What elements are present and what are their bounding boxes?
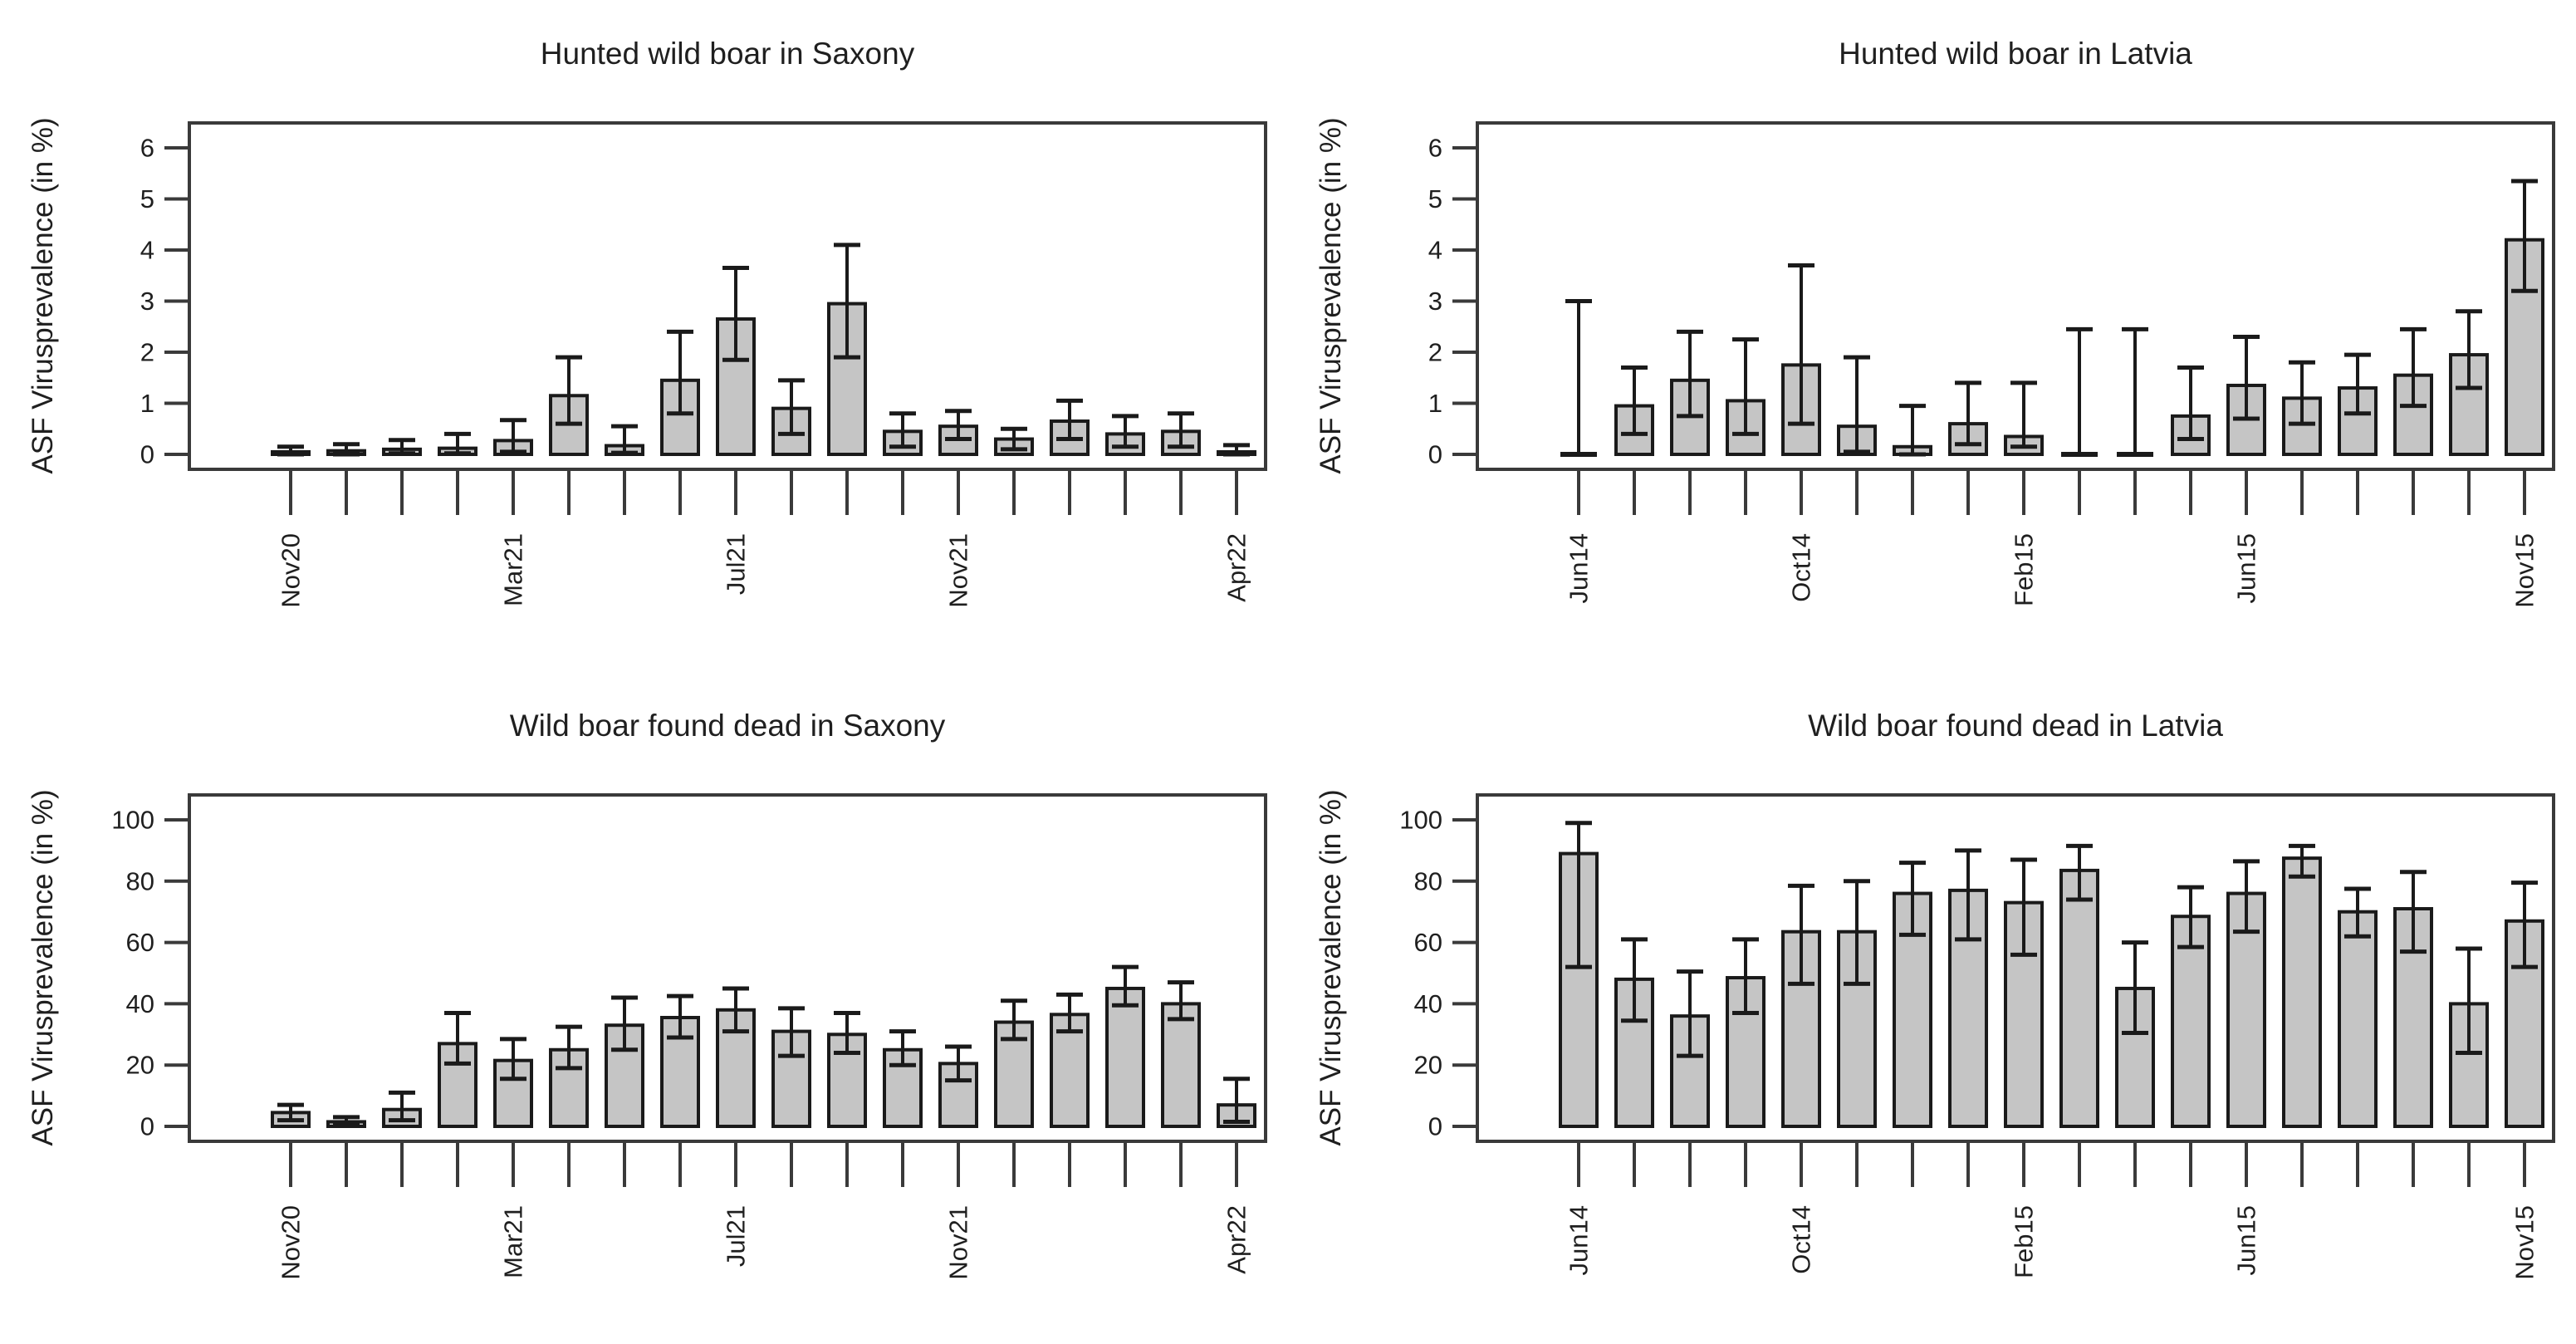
y-tick-label: 20 [1414,1051,1442,1080]
bar [2282,856,2322,1128]
y-tick-label: 80 [1414,866,1442,895]
x-tick-label: Nov21 [944,533,973,608]
y-tick-label: 3 [140,287,154,316]
panel-dead-latvia: Wild boar found dead in Latvia ASF Virus… [1288,672,2576,1344]
x-tick-label: Jun14 [1565,1205,1594,1275]
x-tick-label: Mar21 [499,533,528,606]
panel-hunted-latvia: Hunted wild boar in Latvia ASF Virusprev… [1288,0,2576,672]
x-tick-label: Apr22 [1222,1205,1251,1274]
x-tick-label: Jun15 [2232,533,2261,603]
bar-chart: 0 20 40 60 80 100 Jun14 Oct14 Feb15 Jun15 Nov15 [1399,793,2555,1280]
y-tick-label: 2 [140,338,154,367]
bar-chart: 0 1 2 3 4 5 6 Nov20 Mar21 Jul21 Nov21 Apr22 [140,121,1267,608]
plot-box [188,121,1267,471]
panel-title: Wild boar found dead in Latvia [1808,709,2223,743]
bar [1105,986,1145,1129]
panel-title: Hunted wild boar in Saxony [540,37,915,71]
x-tick-label: Oct14 [1787,1205,1816,1274]
bar [2393,373,2433,456]
x-tick-label: Jul21 [722,533,751,595]
panel-hunted-saxony: Hunted wild boar in Saxony ASF Virusprev… [0,0,1288,672]
x-tick-label: Mar21 [499,1205,528,1278]
plot-box [1476,121,2555,471]
x-tick-label: Nov15 [2510,533,2539,608]
x-tick-label: Nov20 [277,1205,306,1280]
x-tick-label: Jun15 [2232,1205,2261,1275]
y-tick-label: 100 [111,806,154,835]
y-tick-label: 1 [140,389,154,418]
y-tick-label: 0 [1428,440,1442,469]
y-tick-label: 100 [1399,806,1442,835]
y-tick-label: 4 [1428,236,1442,265]
x-tick-label: Nov21 [944,1205,973,1280]
plot-box [1476,793,2555,1143]
y-tick-label: 1 [1428,389,1442,418]
y-tick-label: 6 [140,134,154,163]
y-tick-label: 4 [140,236,154,265]
x-tick-label: Feb15 [2010,533,2039,606]
y-tick-label: 2 [1428,338,1442,367]
bar [2059,868,2099,1128]
panel-title: Wild boar found dead in Saxony [509,709,946,743]
x-tick-label: Feb15 [2010,1205,2039,1278]
plot-box [188,793,1267,1143]
panel-dead-saxony: Wild boar found dead in Saxony ASF Virus… [0,672,1288,1344]
y-tick-label: 40 [126,989,154,1018]
x-tick-label: Oct14 [1787,533,1816,602]
x-tick-label: Nov20 [277,533,306,608]
x-tick-label: Jun14 [1565,533,1594,603]
y-tick-label: 0 [1428,1112,1442,1141]
x-tick-label: Jul21 [722,1205,751,1267]
bar [2338,910,2378,1128]
x-tick-label: Nov15 [2510,1205,2539,1280]
bar-chart: 0 1 2 3 4 5 6 Jun14 Oct14 Feb15 Jun15 Nov15 [1428,121,2555,608]
x-tick-label: Apr22 [1222,533,1251,602]
panel-title: Hunted wild boar in Latvia [1839,37,2192,71]
y-tick-label: 60 [1414,928,1442,957]
y-tick-label: 0 [140,1112,154,1141]
y-tick-label: 0 [140,440,154,469]
bar [1161,1002,1201,1128]
y-tick-label: 6 [1428,134,1442,163]
y-tick-label: 80 [126,866,154,895]
y-tick-label: 60 [126,928,154,957]
bar [2171,915,2211,1128]
y-tick-label: 5 [140,184,154,213]
y-tick-label: 3 [1428,287,1442,316]
bar-chart: 0 20 40 60 80 100 Nov20 Mar21 Jul21 Nov21 Apr22 [111,793,1267,1280]
y-tick-label: 20 [126,1051,154,1080]
y-tick-label: 5 [1428,184,1442,213]
y-tick-label: 40 [1414,989,1442,1018]
